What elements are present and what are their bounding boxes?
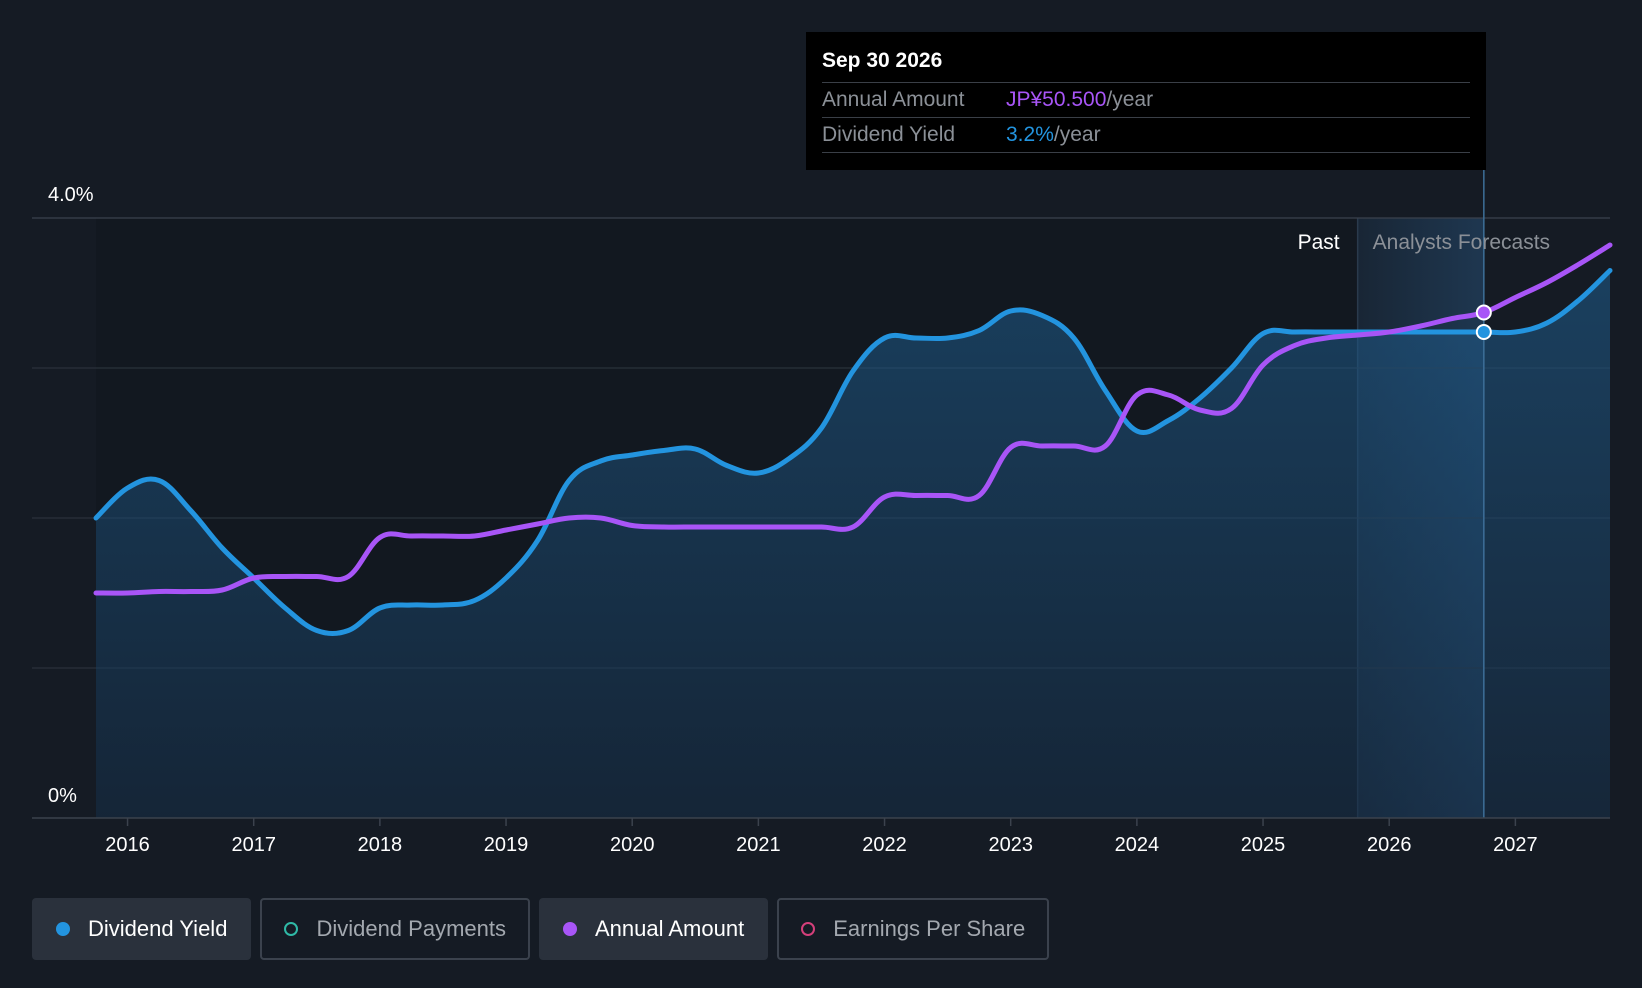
x-tick-label: 2016 (105, 834, 150, 856)
x-tick-label: 2027 (1493, 834, 1538, 856)
y-axis-label-bottom: 0% (48, 785, 77, 807)
tooltip-key: Dividend Yield (822, 123, 956, 146)
chart-legend: Dividend Yield Dividend Payments Annual … (32, 898, 1050, 960)
forecast-region-label: Analysts Forecasts (1373, 231, 1550, 254)
tooltip-row-annual-amount: Annual Amount JP¥50.500 /year (822, 83, 1470, 118)
x-tick-label: 2017 (231, 834, 276, 856)
x-tick-label: 2020 (610, 834, 655, 856)
annual-amount-marker (1475, 304, 1492, 321)
x-tick-label: 2019 (484, 834, 529, 856)
legend-annual-amount[interactable]: Annual Amount (538, 898, 769, 960)
tooltip-key: Annual Amount (822, 88, 965, 111)
legend-label: Dividend Payments (316, 916, 506, 941)
chart-tooltip: Sep 30 2026 Annual Amount JP¥50.500 /yea… (806, 32, 1486, 170)
dividend-yield-marker (1475, 324, 1492, 340)
tooltip-unit: /year (1053, 123, 1101, 146)
x-tick-label: 2024 (1115, 834, 1160, 856)
legend-dividend-payments[interactable]: Dividend Payments (260, 898, 530, 960)
tooltip-unit: /year (1106, 88, 1154, 111)
dividend-payments-dot-icon (284, 922, 299, 936)
x-tick-label: 2018 (358, 834, 403, 856)
annual-amount-dot-icon (562, 922, 577, 936)
legend-label: Dividend Yield (88, 916, 228, 941)
tooltip-row-dividend-yield: Dividend Yield 3.2% /year (822, 118, 1470, 153)
y-axis-label-top: 4.0% (48, 184, 94, 206)
tooltip-value: JP¥50.500 (1006, 88, 1107, 111)
tooltip-date: Sep 30 2026 (822, 46, 1470, 83)
legend-label: Annual Amount (594, 916, 745, 941)
annual-amount-line (93, 242, 1613, 596)
legend-label: Earnings Per Share (833, 916, 1026, 941)
x-tick-label: 2026 (1367, 834, 1412, 856)
x-tick-label: 2025 (1241, 834, 1286, 856)
earnings-per-share-dot-icon (801, 922, 816, 936)
marker-layer (1475, 304, 1492, 340)
past-region-label: Past (1298, 231, 1340, 254)
x-tick-label: 2023 (988, 834, 1033, 856)
dividend-yield-line (93, 268, 1613, 637)
legend-earnings-per-share[interactable]: Earnings Per Share (777, 898, 1050, 960)
tooltip-value: 3.2% (1006, 123, 1054, 146)
line-layer (93, 242, 1613, 637)
x-tick-label: 2021 (736, 834, 781, 856)
dividend-yield-dot-icon (56, 922, 70, 936)
x-axis-ticks: 2016 2017 2018 2019 2020 2021 2022 2023 2024 2025… (105, 818, 1538, 856)
legend-dividend-yield[interactable]: Dividend Yield (32, 898, 252, 960)
x-tick-label: 2022 (862, 834, 907, 856)
